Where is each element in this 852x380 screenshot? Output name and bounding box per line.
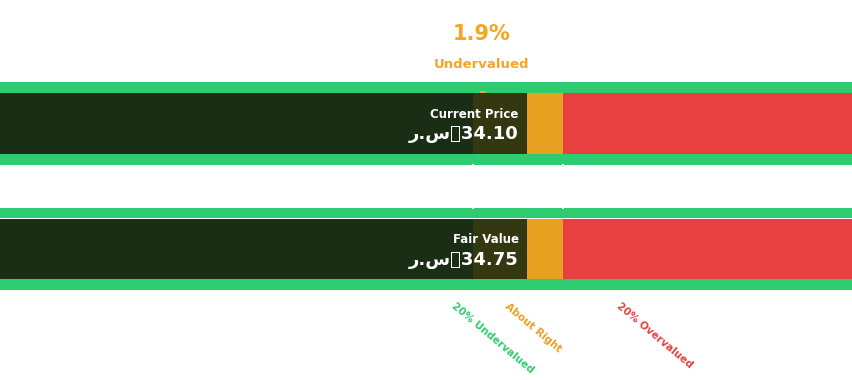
Bar xyxy=(0,218,527,279)
Text: ر.سؐ34.10: ر.سؐ34.10 xyxy=(408,125,518,143)
Bar xyxy=(0,93,527,154)
Text: 1.9%: 1.9% xyxy=(452,24,510,44)
Bar xyxy=(0,154,852,165)
Bar xyxy=(0,218,473,279)
Text: –: – xyxy=(477,84,486,99)
Bar xyxy=(473,93,562,154)
Text: Undervalued: Undervalued xyxy=(434,58,529,71)
Text: About Right: About Right xyxy=(503,301,563,354)
Bar xyxy=(0,82,852,93)
Text: 20% Overvalued: 20% Overvalued xyxy=(613,301,694,370)
Bar xyxy=(562,93,852,154)
Bar xyxy=(0,93,473,154)
Bar xyxy=(0,279,852,290)
Bar xyxy=(473,218,562,279)
Text: Current Price: Current Price xyxy=(429,108,518,120)
Text: Fair Value: Fair Value xyxy=(452,233,518,246)
Text: 20% Undervalued: 20% Undervalued xyxy=(449,301,535,376)
Text: ر.سؐ34.75: ر.سؐ34.75 xyxy=(408,250,518,269)
Bar xyxy=(0,208,852,218)
Bar xyxy=(562,218,852,279)
